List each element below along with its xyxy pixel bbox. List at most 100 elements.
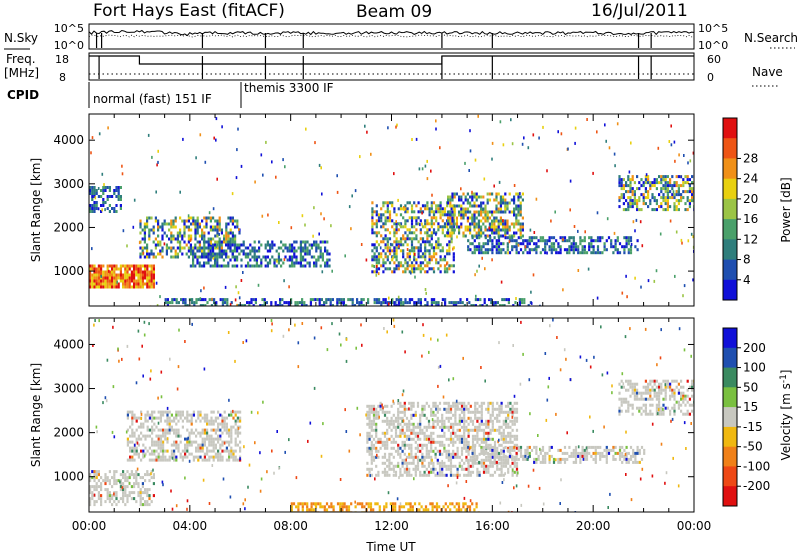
heatmap-cell [393,240,396,244]
heatmap-cell [231,216,234,220]
heatmap-cell [126,440,129,444]
heatmap-cell [403,458,406,462]
heatmap-cell [166,422,169,426]
heatmap-cell [97,494,100,498]
heatmap-cell [390,461,393,465]
heatmap-cell [456,428,459,432]
cpid-label: CPID [7,88,39,102]
heatmap-cell [458,434,461,438]
heatmap-speckle [323,217,325,221]
heatmap-cell [146,219,149,223]
heatmap-cell [113,282,116,286]
heatmap-cell [227,222,230,226]
heatmap-cell [360,304,363,306]
heatmap-cell [437,222,440,226]
heatmap-cell [658,181,661,185]
heatmap-cell [91,198,94,201]
heatmap-cell [581,251,584,255]
heatmap-cell [192,264,195,268]
heatmap-cell [253,255,256,259]
heatmap-cell [484,210,487,214]
heatmap-speckle [630,141,632,145]
heatmap-cell [467,416,470,420]
heatmap-cell [111,282,114,286]
heatmap-speckle [320,166,322,170]
heatmap-cell [269,261,272,265]
heatmap-cell [392,467,395,471]
heatmap-cell [177,428,180,432]
heatmap-cell [383,443,387,447]
heatmap-speckle [142,251,145,255]
heatmap-cell [480,207,483,211]
heatmap-cell [216,222,219,226]
heatmap-cell [452,449,455,453]
heatmap-cell [388,231,392,235]
heatmap-cell [141,282,144,286]
heatmap-cell [660,187,663,191]
heatmap-cell [193,304,196,306]
heatmap-speckle [596,296,599,300]
heatmap-cell [199,434,202,438]
heatmap-cell [377,470,380,474]
heatmap-cell [649,391,652,395]
heatmap-cell [477,195,480,199]
heatmap-cell [368,467,371,471]
heatmap-cell [192,255,195,259]
heatmap-cell [212,458,215,462]
heatmap-cell [308,264,311,268]
heatmap-cell [453,192,456,196]
heatmap-cell [439,258,442,262]
heatmap-cell [122,497,125,501]
heatmap-cell [485,304,488,306]
heatmap-cell [550,251,553,255]
heatmap-cell [406,201,409,205]
heatmap-cell [408,419,411,423]
heatmap-cell [502,428,505,432]
noise-left-tick-bottom: 10^0 [54,39,84,52]
heatmap-cell [137,491,140,495]
heatmap-cell [275,249,278,253]
heatmap-cell [660,409,663,413]
heatmap-cell [382,264,385,268]
heatmap-cell [631,199,634,203]
heatmap-cell [375,428,378,432]
heatmap-cell [539,239,542,243]
heatmap-cell [658,388,661,392]
heatmap-cell [623,245,626,249]
freq-tick-bottom: 8 [59,71,66,84]
heatmap-cell [231,255,234,259]
heatmap-cell [491,251,494,255]
nave-tick-top: 60 [707,53,721,66]
heatmap-cell [220,231,223,235]
heatmap-cell [236,243,239,247]
heatmap-cell [386,410,389,414]
heatmap-cell [631,388,634,392]
heatmap-cell [368,410,371,414]
heatmap-speckle [530,301,533,305]
heatmap-cell [574,242,578,246]
heatmap-cell [671,406,674,410]
heatmap-cell [117,479,120,483]
heatmap-cell [686,400,689,404]
heatmap-cell [469,416,472,420]
heatmap-cell [170,419,173,423]
heatmap-cell [504,236,507,240]
heatmap-cell [173,431,176,435]
heatmap-cell [427,461,431,465]
heatmap-cell [669,181,672,185]
heatmap-cell [627,205,630,209]
heatmap-cell [126,470,129,474]
heatmap-cell [381,461,384,465]
heatmap-cell [415,228,418,232]
heatmap-cell [173,416,176,420]
heatmap-cell [95,482,98,486]
heatmap-cell [555,239,558,243]
heatmap-cell [447,410,450,414]
heatmap-cell [480,428,483,432]
heatmap-cell [521,222,524,226]
heatmap-cell [439,225,442,229]
heatmap-cell [405,425,409,429]
heatmap-cell [146,279,149,283]
heatmap-cell [480,448,483,452]
heatmap-cell [286,258,289,262]
